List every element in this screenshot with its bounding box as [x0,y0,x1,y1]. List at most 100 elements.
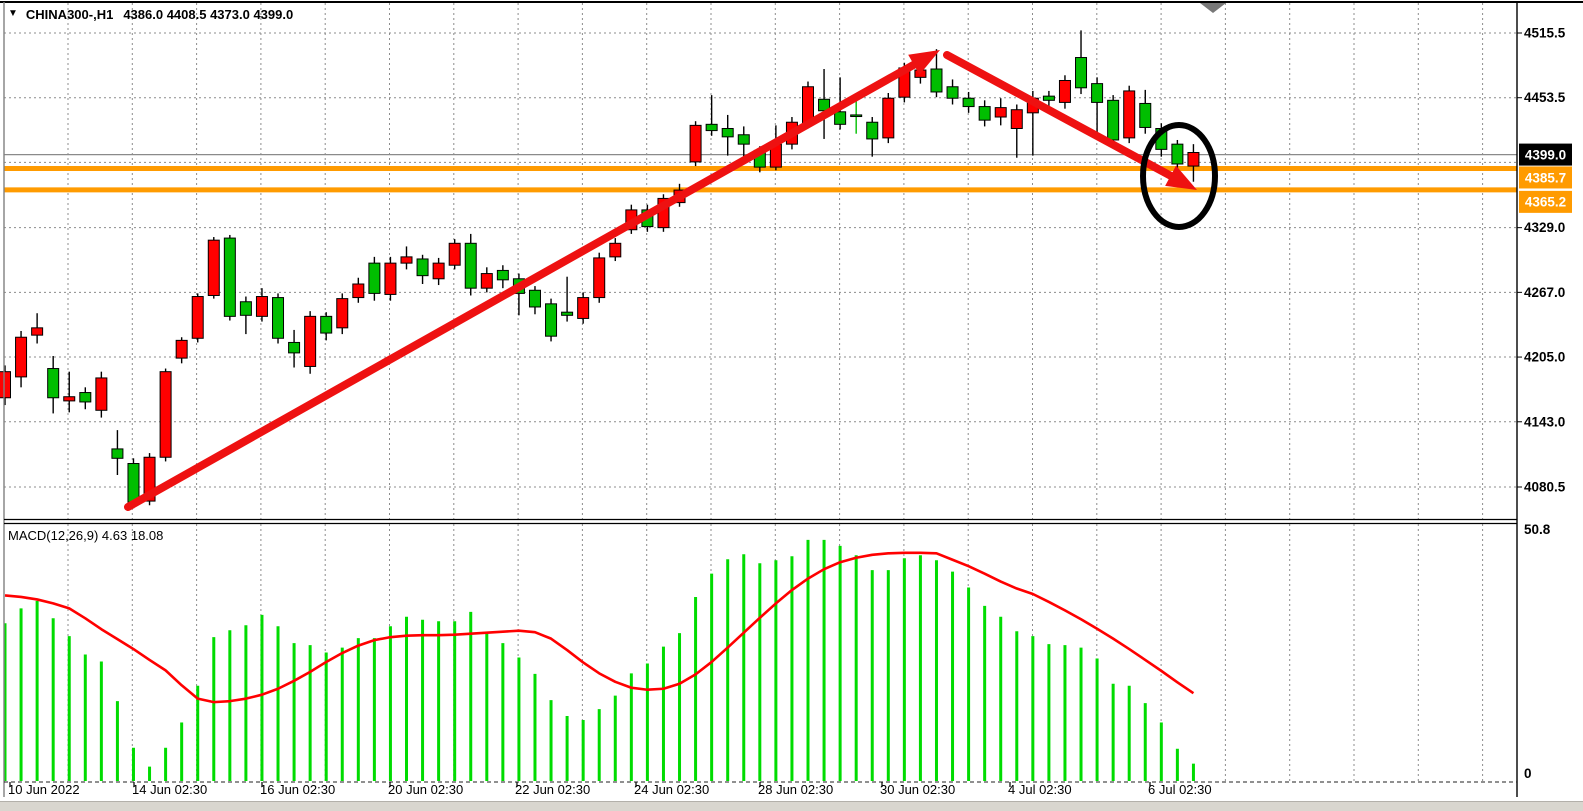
trend-arrow-down[interactable] [943,51,1197,190]
time-tick-label: 4 Jul 02:30 [1008,782,1072,797]
candle-body-bull [1107,99,1120,141]
time-axis: 10 Jun 2022 14 Jun 02:30 16 Jun 02:30 20 Ju… [8,782,1212,797]
trend-arrow-up-shaft[interactable] [124,60,918,511]
macd-histogram [3,539,1195,781]
candle-body-bear [159,371,172,458]
candle-body-bear [1010,109,1023,129]
candle-body-bull [737,134,750,145]
candle-body-bull [288,341,301,354]
macd-scale-zero-label: 0 [1524,766,1532,781]
current-price-badge: 4399.0 [1525,147,1566,162]
time-tick-label: 6 Jul 02:30 [1148,782,1212,797]
candle-body-bear [384,262,397,295]
candle-body-bull [545,303,558,337]
candle-body-bear [207,239,220,296]
candle-body-bear [1187,152,1200,167]
candle-body-bull [272,297,285,339]
candle-body-bull [930,68,943,93]
price-tick-label: 4143.0 [1524,414,1565,429]
time-tick-label: 28 Jun 02:30 [758,782,833,797]
candle-body-bear [31,327,44,336]
candle-body-bull [834,111,847,125]
candle-body-bear [95,377,108,411]
time-tick-label: 10 Jun 2022 [8,782,80,797]
candle-body-bear [480,273,493,289]
price-tick-label: 4205.0 [1524,350,1565,365]
status-strip [0,801,1583,811]
candle-body-bull [528,289,541,308]
candle-body-bear [0,371,11,399]
chart-shift-marker-icon[interactable] [1200,3,1226,13]
symbol-dropdown-icon[interactable]: ▼ [8,8,18,19]
macd-signal-line [4,551,1195,704]
trend-arrow-down-shaft[interactable] [943,51,1175,180]
trend-arrow-down-head[interactable] [1165,165,1197,190]
time-tick-label: 14 Jun 02:30 [132,782,207,797]
candle-body-bull [1091,83,1104,103]
candle-body-bear [63,396,76,402]
candle-body-bull [464,242,477,289]
candle-body-bear [15,336,28,378]
candle-body-bear [336,298,349,329]
level-price-badge-1: 4385.7 [1525,170,1566,185]
candle-body-bull [320,315,333,334]
macd-indicator-label: MACD(12,26,9) 4.63 18.08 [8,528,164,543]
candle-body-bear [882,97,895,139]
candlestick-series [0,30,1200,509]
candle-body-bull [1171,143,1184,165]
candle-body-bull [705,123,718,132]
candle-body-bull [47,368,60,399]
candle-body-bull [79,392,92,403]
price-tick-label: 4267.0 [1524,285,1565,300]
candle-body-bear [448,242,461,266]
candle-body-bear [1123,90,1136,139]
candle-body-bull [946,86,959,99]
trend-arrow-up[interactable] [124,50,940,511]
candle-body-bull [850,114,863,118]
candle-body-bull [1075,57,1088,89]
candle-body-bull [1042,95,1055,101]
candle-body-bear [593,257,606,299]
time-tick-label: 20 Jun 02:30 [388,782,463,797]
candle-body-bear [994,107,1007,118]
chart-title-symbol: CHINA300-,H1 [25,6,114,22]
candle-body-bear [175,339,188,359]
candle-body-bull [721,127,734,138]
current-price-badge-bg [1519,143,1572,166]
candle-body-bear [577,297,590,319]
price-tick-label: 4515.5 [1524,26,1566,41]
time-tick-label: 24 Jun 02:30 [634,782,709,797]
chart-titlebar: ▼ CHINA300-,H1 4386.0 4408.5 4373.0 4399… [8,5,293,23]
candle-body-bear [304,315,317,367]
candle-body-bear [352,283,365,299]
candle-body-bear [191,296,204,339]
candle-body-bull [239,301,252,316]
candle-body-bear [255,296,268,317]
time-tick-label: 16 Jun 02:30 [260,782,335,797]
level-price-badge-2: 4365.2 [1525,195,1566,210]
chart-title-quotes: 4386.0 4408.5 4373.0 4399.0 [123,6,294,22]
time-tick-label: 22 Jun 02:30 [515,782,590,797]
candle-body-bull [1139,102,1152,128]
candle-body-bull [561,311,574,316]
candle-body-bull [111,448,124,459]
candle-body-bear [1058,79,1071,103]
highlight-ellipse[interactable] [1140,122,1218,230]
price-tick-label: 4080.5 [1524,480,1566,495]
candle-body-bear [143,456,156,502]
trend-arrow-up-head[interactable] [908,50,940,75]
candle-body-bull [127,463,140,503]
time-tick-label: 30 Jun 02:30 [880,782,955,797]
candle-body-bull [223,237,236,317]
price-axis: 4515.5 4453.5 4329.0 4267.0 4205.0 4143.0 4080… [1517,26,1572,781]
candle-body-bull [496,269,509,281]
price-tick-label: 4453.5 [1524,90,1566,105]
candle-body-bull [368,262,381,294]
candle-body-bear [432,262,445,280]
candle-body-bull [962,97,975,108]
price-tick-label: 4329.0 [1524,220,1565,235]
candle-body-bull [978,106,991,121]
candle-body-bear [609,242,622,258]
